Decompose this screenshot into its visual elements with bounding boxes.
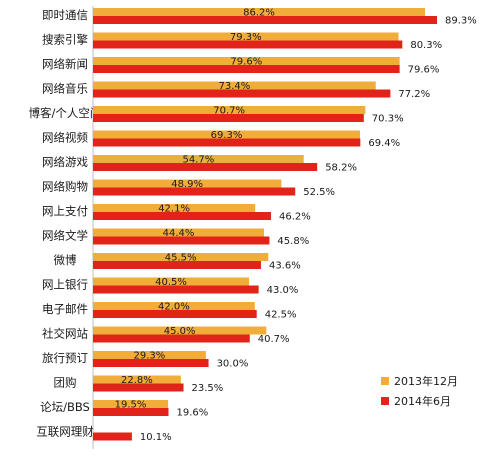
bar-2014-6 xyxy=(93,163,318,171)
bar-2013-12 xyxy=(93,204,256,212)
category-label: 团购 xyxy=(54,376,77,390)
bar-2013-12 xyxy=(93,228,265,237)
category-label: 网络购物 xyxy=(42,180,88,194)
data-label: 80.3% xyxy=(410,40,442,51)
category-label: 社交网站 xyxy=(42,327,88,341)
category-label: 网络音乐 xyxy=(42,82,88,96)
legend-swatch xyxy=(381,397,389,405)
bar-2014-6 xyxy=(93,114,364,122)
data-label: 70.3% xyxy=(372,114,404,125)
data-label: 23.5% xyxy=(192,383,224,394)
data-label: 40.5% xyxy=(155,277,187,288)
category-label: 网络新闻 xyxy=(42,57,88,71)
bar-2014-6 xyxy=(93,187,296,196)
data-label: 42.1% xyxy=(158,204,190,215)
data-label: 42.0% xyxy=(158,302,190,313)
bar-2013-12 xyxy=(93,326,267,335)
bar-2014-6 xyxy=(93,212,271,220)
data-label: 30.0% xyxy=(217,359,249,370)
data-label: 69.4% xyxy=(368,138,400,149)
bar-2013-12 xyxy=(93,106,366,114)
data-label: 19.5% xyxy=(115,400,147,411)
bar-2013-12 xyxy=(93,155,304,163)
data-label: 79.6% xyxy=(408,65,440,76)
bar-2013-12 xyxy=(93,32,399,41)
data-label: 42.5% xyxy=(265,310,297,321)
bar-2014-6 xyxy=(93,138,361,147)
bar-2014-6 xyxy=(93,383,184,392)
data-label: 40.7% xyxy=(258,334,290,345)
bar-2013-12 xyxy=(93,8,426,16)
bar-2013-12 xyxy=(93,253,269,261)
bar-2013-12 xyxy=(93,351,206,359)
bar-2013-12 xyxy=(93,375,181,384)
bar-2014-6 xyxy=(93,408,169,416)
bar-2014-6 xyxy=(93,359,209,367)
bar-2013-12 xyxy=(93,81,376,90)
bar-2014-6 xyxy=(93,16,437,24)
bar-2014-6 xyxy=(93,89,391,98)
category-label: 网络视频 xyxy=(42,131,88,145)
bar-2013-12 xyxy=(93,302,255,310)
bar-2014-6 xyxy=(93,65,400,73)
data-label: 46.2% xyxy=(279,212,311,223)
data-label: 69.3% xyxy=(211,130,243,141)
data-label: 70.7% xyxy=(213,106,245,117)
bar-2014-6 xyxy=(93,285,259,294)
category-label: 论坛/BBS xyxy=(40,400,90,414)
bar-2014-6 xyxy=(93,236,270,245)
data-label: 22.8% xyxy=(121,375,153,386)
data-label: 89.3% xyxy=(445,16,477,27)
data-label: 45.8% xyxy=(277,236,309,247)
legend-label: 2013年12月 xyxy=(394,374,458,388)
bar-2013-12 xyxy=(93,400,169,408)
category-label: 旅行预订 xyxy=(42,351,88,365)
data-label: 45.5% xyxy=(165,253,197,264)
bar-2013-12 xyxy=(93,57,400,65)
category-label: 网络文学 xyxy=(42,229,88,243)
data-label: 48.9% xyxy=(171,179,203,190)
data-label: 86.2% xyxy=(243,8,275,19)
bar-2013-12 xyxy=(93,179,282,188)
data-label: 77.2% xyxy=(398,89,430,100)
legend-swatch xyxy=(381,377,389,385)
data-label: 52.5% xyxy=(303,187,335,198)
category-label: 搜索引擎 xyxy=(42,33,88,47)
data-label: 79.6% xyxy=(230,57,262,68)
data-label: 43.6% xyxy=(269,261,301,272)
bar-2013-12 xyxy=(93,130,360,139)
data-label: 54.7% xyxy=(182,155,214,166)
bar-2014-6 xyxy=(93,261,261,269)
category-label: 微博 xyxy=(54,253,77,267)
bar-2014-6 xyxy=(93,432,132,441)
category-label: 网上银行 xyxy=(42,278,88,292)
category-label: 互联网理财 xyxy=(36,425,94,439)
category-label: 即时通信 xyxy=(42,8,88,22)
data-label: 29.3% xyxy=(134,351,166,362)
category-label: 网络游戏 xyxy=(42,155,88,169)
bar-2014-6 xyxy=(93,334,250,343)
data-label: 79.3% xyxy=(230,32,262,43)
bar-2014-6 xyxy=(93,40,403,49)
data-label: 73.4% xyxy=(218,81,250,92)
bar-2014-6 xyxy=(93,310,257,318)
data-label: 44.4% xyxy=(163,228,195,239)
data-label: 10.1% xyxy=(140,432,172,443)
data-label: 58.2% xyxy=(325,163,357,174)
data-label: 45.0% xyxy=(164,326,196,337)
category-label: 博客/个人空间 xyxy=(29,106,102,120)
data-label: 19.6% xyxy=(177,408,209,419)
bar-2013-12 xyxy=(93,277,250,286)
category-label: 电子邮件 xyxy=(42,302,88,316)
category-label: 网上支付 xyxy=(42,204,88,218)
data-label: 43.0% xyxy=(267,285,299,296)
legend-label: 2014年6月 xyxy=(394,394,451,408)
